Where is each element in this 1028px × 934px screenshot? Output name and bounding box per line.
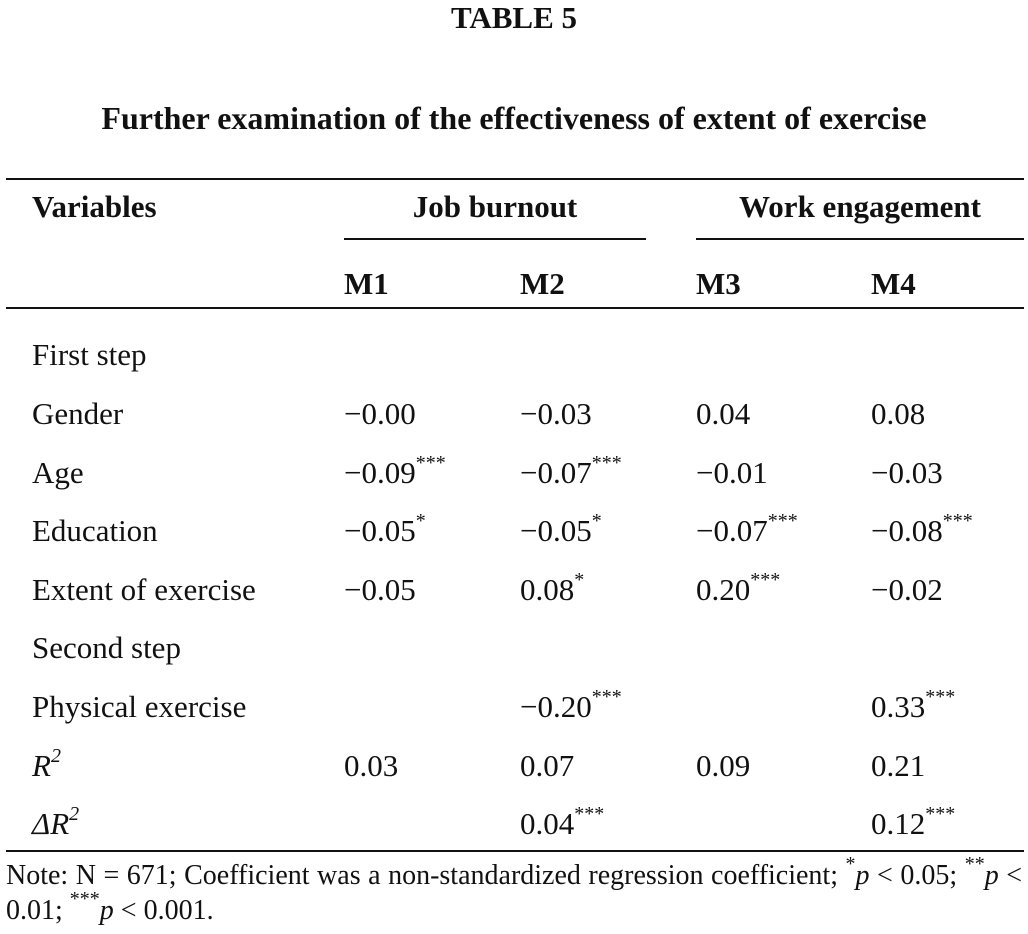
table-cell: −0.20*** bbox=[520, 686, 622, 724]
top-rule bbox=[6, 178, 1024, 180]
work-engagement-underline bbox=[696, 238, 1024, 240]
header-m2: M2 bbox=[520, 266, 565, 301]
header-m3: M3 bbox=[696, 266, 741, 301]
table-cell: 0.07 bbox=[520, 748, 575, 783]
table-cell: −0.05* bbox=[344, 510, 426, 548]
row-label: Gender bbox=[32, 396, 124, 431]
table-cell: 0.08 bbox=[871, 396, 926, 431]
table-cell: −0.03 bbox=[520, 396, 592, 431]
table-label: TABLE 5 bbox=[450, 0, 578, 35]
header-job-burnout: Job burnout bbox=[412, 189, 578, 224]
table-cell: −0.01 bbox=[696, 455, 768, 490]
row-label: R2 bbox=[32, 745, 61, 783]
row-label: Education bbox=[32, 513, 158, 548]
bottom-rule bbox=[6, 850, 1024, 852]
table-cell: −0.08*** bbox=[871, 510, 973, 548]
table-cell: 0.03 bbox=[344, 748, 399, 783]
table-cell: 0.04*** bbox=[520, 803, 605, 841]
table-note: Note: N = 671; Coefficient was a non-sta… bbox=[6, 853, 1023, 926]
row-label: Second step bbox=[32, 630, 181, 665]
header-work-engagement: Work engagement bbox=[739, 189, 981, 224]
table-cell: 0.04 bbox=[696, 396, 751, 431]
table-cell: −0.05 bbox=[344, 572, 416, 607]
row-label: First step bbox=[32, 337, 147, 372]
table-cell: 0.33*** bbox=[871, 686, 956, 724]
table-cell: 0.20*** bbox=[696, 569, 781, 607]
job-burnout-underline bbox=[344, 238, 646, 240]
table-cell: 0.08* bbox=[520, 569, 585, 607]
header-rule bbox=[6, 307, 1024, 309]
table-cell: 0.21 bbox=[871, 748, 926, 783]
row-label: Physical exercise bbox=[32, 689, 247, 724]
table-cell: −0.07*** bbox=[696, 510, 798, 548]
table-cell: −0.03 bbox=[871, 455, 943, 490]
row-label: ΔR2 bbox=[32, 803, 80, 841]
table-cell: 0.12*** bbox=[871, 803, 956, 841]
row-label: Extent of exercise bbox=[32, 572, 256, 607]
table-cell: 0.09 bbox=[696, 748, 751, 783]
header-variables: Variables bbox=[32, 189, 157, 224]
header-m1: M1 bbox=[344, 266, 389, 301]
table-cell: −0.05* bbox=[520, 510, 602, 548]
table-caption: Further examination of the effectiveness… bbox=[101, 100, 927, 136]
table-cell: −0.07*** bbox=[520, 452, 622, 490]
row-label: Age bbox=[32, 455, 84, 490]
table-cell: −0.00 bbox=[344, 396, 416, 431]
header-m4: M4 bbox=[871, 266, 916, 301]
table-cell: −0.02 bbox=[871, 572, 943, 607]
table-cell: −0.09*** bbox=[344, 452, 446, 490]
